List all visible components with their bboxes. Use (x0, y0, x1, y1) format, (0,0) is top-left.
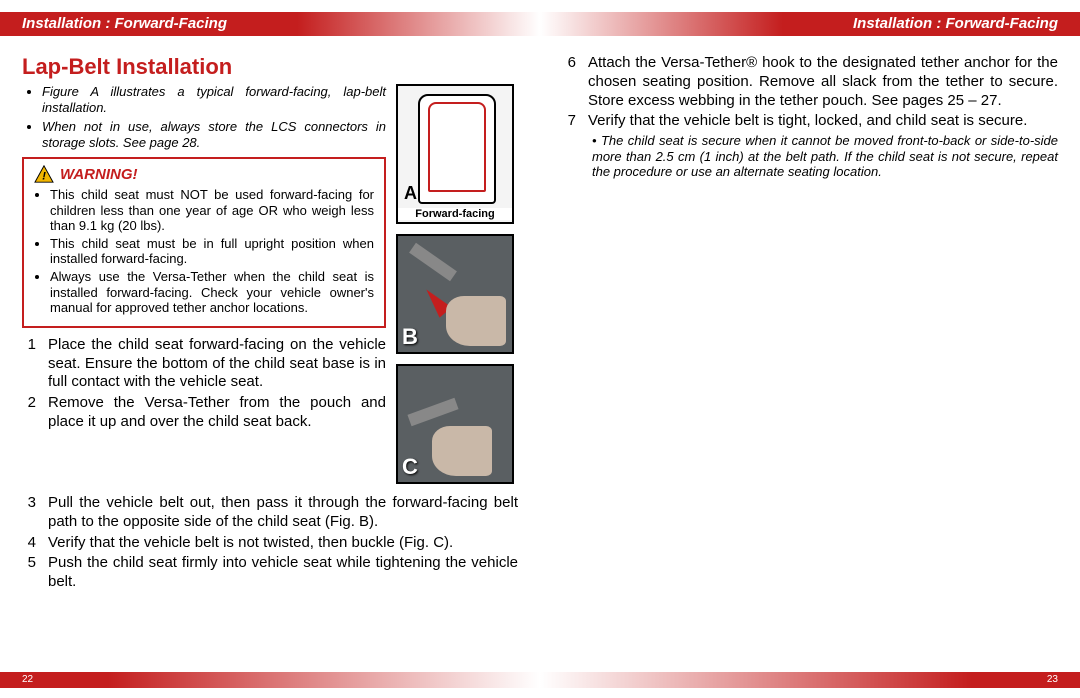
warning-item: Always use the Versa-Tether when the chi… (50, 269, 374, 316)
figure-a: A Forward-facing (396, 84, 514, 224)
step-text: Push the child seat firmly into vehicle … (48, 554, 518, 592)
seat-inner-icon (428, 102, 486, 192)
intro-bullet: Figure A illustrates a typical forward-f… (42, 84, 386, 117)
step-num: 4 (22, 534, 36, 553)
step-sub-bullet: The child seat is secure when it cannot … (562, 133, 1058, 180)
step-num: 7 (562, 112, 576, 131)
step-num: 6 (562, 54, 576, 110)
document-spread: Installation : Forward-Facing Lap-Belt I… (0, 0, 1080, 698)
header-right: Installation : Forward-Facing (540, 12, 1080, 36)
step-row: 2 Remove the Versa-Tether from the pouch… (22, 394, 386, 432)
figure-c: C (396, 364, 514, 484)
step-text: Attach the Versa-Tether® hook to the des… (588, 54, 1058, 110)
figure-stack: A Forward-facing B C (396, 84, 518, 494)
belt-icon (409, 243, 457, 282)
step-row: 1 Place the child seat forward-facing on… (22, 336, 386, 392)
steps-list: 1 Place the child seat forward-facing on… (22, 336, 386, 432)
section-title: Lap-Belt Installation (22, 54, 518, 80)
svg-text:!: ! (42, 171, 46, 183)
intro-bullets: Figure A illustrates a typical forward-f… (22, 84, 386, 151)
page-right: Installation : Forward-Facing 6 Attach t… (540, 0, 1080, 698)
warning-list: This child seat must NOT be used forward… (34, 187, 374, 316)
header-left: Installation : Forward-Facing (0, 12, 540, 36)
warning-triangle-icon: ! (34, 165, 54, 183)
step-row: 4 Verify that the vehicle belt is not tw… (22, 534, 518, 553)
belt-icon (407, 398, 458, 426)
step-num: 1 (22, 336, 36, 392)
step-num: 5 (22, 554, 36, 592)
figure-b: B (396, 234, 514, 354)
step-num: 2 (22, 394, 36, 432)
figure-letter: B (402, 324, 418, 350)
figure-a-label: Forward-facing (398, 208, 512, 220)
intro-bullet: When not in use, always store the LCS co… (42, 119, 386, 152)
left-columns: Figure A illustrates a typical forward-f… (22, 84, 518, 494)
page-left: Installation : Forward-Facing Lap-Belt I… (0, 0, 540, 698)
step-text: Place the child seat forward-facing on t… (48, 336, 386, 392)
step-row: 6 Attach the Versa-Tether® hook to the d… (562, 54, 1058, 110)
left-main-column: Figure A illustrates a typical forward-f… (22, 84, 386, 434)
footer-right: 23 (540, 672, 1080, 688)
warning-item: This child seat must be in full upright … (50, 236, 374, 267)
footer-left: 22 (0, 672, 540, 688)
hand-icon (432, 426, 492, 476)
step-row: 3 Pull the vehicle belt out, then pass i… (22, 494, 518, 532)
figure-letter: C (402, 454, 418, 480)
left-content: Lap-Belt Installation Figure A illustrat… (22, 54, 518, 592)
step-text: Verify that the vehicle belt is not twis… (48, 534, 518, 553)
hand-icon (446, 296, 506, 346)
warning-label: WARNING! (60, 166, 138, 183)
steps-list-right: 6 Attach the Versa-Tether® hook to the d… (562, 54, 1058, 131)
step-row: 5 Push the child seat firmly into vehicl… (22, 554, 518, 592)
warning-title: ! WARNING! (34, 165, 374, 183)
step-text: Verify that the vehicle belt is tight, l… (588, 112, 1058, 131)
step-text: Remove the Versa-Tether from the pouch a… (48, 394, 386, 432)
warning-box: ! WARNING! This child seat must NOT be u… (22, 157, 386, 328)
step-text: Pull the vehicle belt out, then pass it … (48, 494, 518, 532)
step-num: 3 (22, 494, 36, 532)
figure-letter: A (404, 183, 417, 204)
steps-list-contd: 3 Pull the vehicle belt out, then pass i… (22, 494, 518, 592)
right-content: 6 Attach the Versa-Tether® hook to the d… (562, 54, 1058, 180)
warning-item: This child seat must NOT be used forward… (50, 187, 374, 234)
step-row: 7 Verify that the vehicle belt is tight,… (562, 112, 1058, 131)
